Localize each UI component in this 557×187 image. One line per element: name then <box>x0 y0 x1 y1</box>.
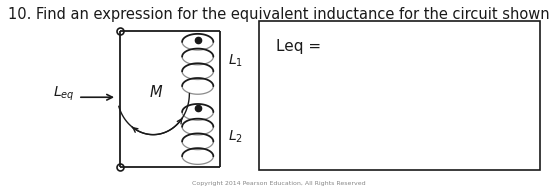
Text: $L_2$: $L_2$ <box>228 129 243 145</box>
Text: Copyright 2014 Pearson Education, All Rights Reserved: Copyright 2014 Pearson Education, All Ri… <box>192 181 365 186</box>
Text: $L_{eq}$: $L_{eq}$ <box>53 84 75 103</box>
Text: Leq =: Leq = <box>276 39 321 54</box>
Text: $L_1$: $L_1$ <box>228 53 243 69</box>
Bar <box>259 21 540 170</box>
Text: $M$: $M$ <box>149 84 163 100</box>
Text: 10. Find an expression for the equivalent inductance for the circuit shown: 10. Find an expression for the equivalen… <box>8 7 549 22</box>
